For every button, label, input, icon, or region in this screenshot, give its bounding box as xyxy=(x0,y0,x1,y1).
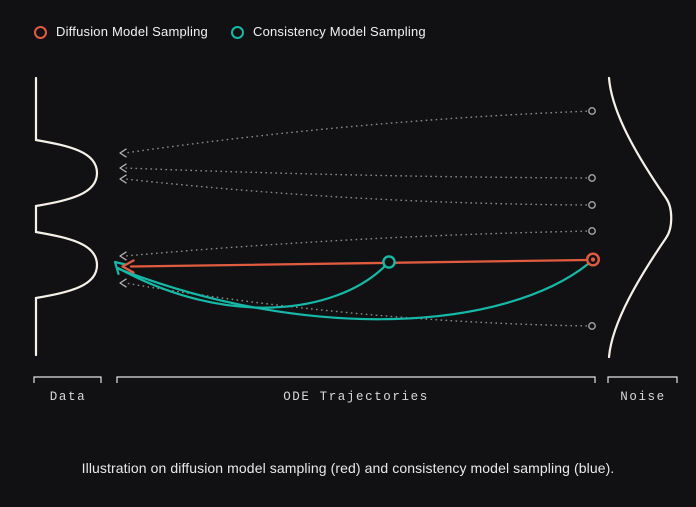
legend-label-diffusion: Diffusion Model Sampling xyxy=(56,24,208,39)
diffusion-arrowhead-icon xyxy=(121,259,135,274)
legend: Diffusion Model Sampling Consistency Mod… xyxy=(34,24,426,40)
legend-label-consistency: Consistency Model Sampling xyxy=(252,24,426,39)
consistency-arrowhead-icon xyxy=(113,260,127,276)
trajectory-arrowhead-icon xyxy=(119,174,127,184)
ode-bracket xyxy=(116,376,596,383)
ode-trajectory-line xyxy=(124,230,593,257)
noise-bracket xyxy=(607,376,678,383)
ode-trajectories xyxy=(119,107,596,330)
ode-trajectories-axis-label: ODE Trajectories xyxy=(283,390,429,404)
noise-axis-label: Noise xyxy=(620,390,666,404)
noise-sample-marker xyxy=(588,107,596,115)
diffusion-start-dot xyxy=(590,257,596,262)
trajectory-arrowhead-icon xyxy=(119,251,127,261)
legend-item-consistency: Consistency Model Sampling xyxy=(230,24,426,40)
data-distribution-curve xyxy=(34,76,99,357)
diagram-canvas xyxy=(33,76,678,383)
legend-item-diffusion: Diffusion Model Sampling xyxy=(34,24,208,40)
diffusion-path xyxy=(129,258,589,268)
data-axis-label: Data xyxy=(49,390,87,404)
trajectory-arrowhead-icon xyxy=(119,278,127,288)
trajectory-arrowhead-icon xyxy=(119,148,127,158)
noise-sample-marker xyxy=(588,174,596,182)
ode-trajectory-line xyxy=(124,178,593,206)
consistency-jump-inner xyxy=(116,264,387,309)
figure-caption: Illustration on diffusion model sampling… xyxy=(81,460,615,476)
consistency-point-marker xyxy=(382,255,396,269)
ode-trajectory-line xyxy=(124,167,593,179)
trajectory-arrowhead-icon xyxy=(119,163,127,173)
noise-sample-marker xyxy=(588,322,596,330)
consistency-jump-outer xyxy=(117,262,590,321)
ode-trajectory-line xyxy=(124,110,593,154)
noise-sample-marker xyxy=(588,227,596,235)
diffusion-ring-icon xyxy=(34,25,47,39)
noise-distribution-curve xyxy=(607,76,673,359)
noise-sample-marker xyxy=(588,201,596,209)
consistency-ring-icon xyxy=(230,25,244,39)
data-bracket xyxy=(33,376,102,383)
